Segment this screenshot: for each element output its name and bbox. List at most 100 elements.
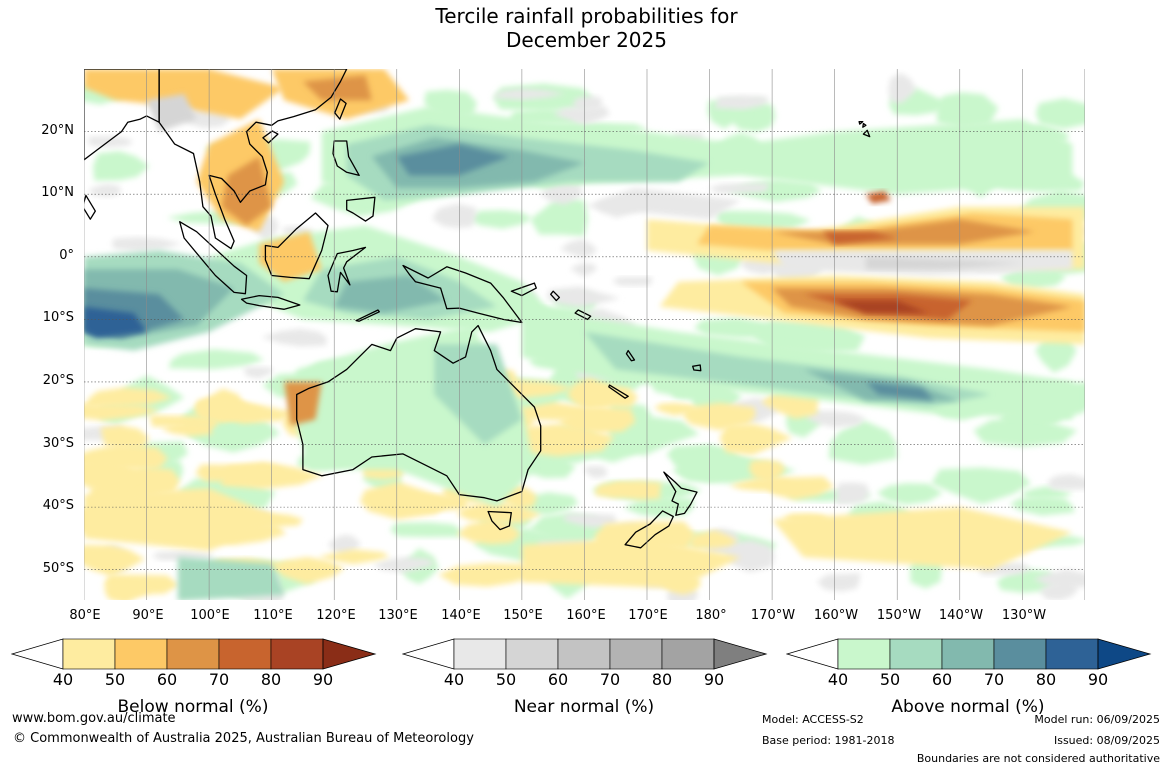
below-normal-40-patch (683, 402, 756, 431)
lon-label-130w: 130°W (1001, 608, 1047, 623)
near-normal-40-patch (723, 539, 775, 573)
colorbar-segment (837, 638, 891, 670)
below-tick-60: 60 (156, 670, 178, 689)
below-normal-south-pacific (772, 507, 1073, 570)
colorbar-segment (453, 638, 507, 670)
near-normal-40-patch (373, 557, 435, 573)
near-normal-equator-core (865, 256, 1023, 270)
colorbar-segment (62, 638, 116, 670)
landmasses (84, 69, 871, 549)
above-tick-70: 70 (983, 670, 1005, 689)
website-link[interactable]: www.bom.gov.au/climate (12, 711, 176, 726)
lon-label-170w: 170°W (750, 608, 796, 623)
near-tick-90: 90 (703, 670, 725, 689)
below-normal-40-patch (274, 556, 345, 585)
above-normal-40-patch (1035, 98, 1085, 129)
below-tick-40: 40 (52, 670, 74, 689)
above-normal-maritime-inner (334, 275, 447, 314)
taiwan-outline (334, 98, 347, 120)
lon-label-140e: 140°E (441, 608, 481, 623)
lon-label-110e: 110°E (253, 608, 293, 623)
hainan-outline (262, 130, 279, 144)
model-name: Model: ACCESS-S2 (762, 713, 864, 726)
above-normal-south-patch (177, 557, 285, 600)
java-outline (240, 294, 301, 310)
near-tick-50: 50 (495, 670, 517, 689)
colorbar-segment (270, 638, 324, 670)
model-run-date: Model run: 06/09/2025 (1034, 713, 1160, 726)
below-normal-40-patch (84, 387, 172, 408)
issued-date: Issued: 08/09/2025 (1053, 734, 1160, 747)
above-tick-50: 50 (879, 670, 901, 689)
above-normal-40-patch (520, 456, 576, 479)
above-normal-40-patch (93, 151, 150, 181)
new-britain-outline (510, 282, 537, 297)
colorbar-segment (114, 638, 168, 670)
above-normal-40-patch (694, 317, 780, 338)
near-normal-40-patch (570, 262, 598, 277)
lon-label-130e: 130°E (378, 608, 418, 623)
hawaii-oahu-outline (858, 120, 864, 125)
near-normal-40-patch (836, 482, 869, 505)
above-normal-australia-east (434, 344, 522, 445)
lon-label-150e: 150°E (503, 608, 543, 623)
below-tick-70: 70 (208, 670, 230, 689)
below-normal-40-patch (557, 406, 636, 434)
above-tick-40: 40 (827, 670, 849, 689)
colorbar-segment (1045, 638, 1099, 670)
near-normal-title: Near normal (%) (513, 697, 655, 717)
near-normal-40-patch (559, 238, 597, 258)
lat-label-50s: 50°S (42, 561, 74, 576)
colorbar-extend-low (402, 638, 455, 670)
hawaii-outline (862, 122, 867, 128)
near-normal-40-patch (817, 573, 861, 592)
lon-label-160e: 160°E (566, 608, 606, 623)
below-normal-southern-indian (84, 488, 285, 551)
lon-label-120e: 120°E (316, 608, 356, 623)
australia-outline (296, 324, 542, 502)
lat-label-10s: 10°S (42, 310, 74, 325)
lat-label-equator: 0° (59, 248, 74, 263)
colorbar-segment (661, 638, 715, 670)
boundaries-disclaimer: Boundaries are not considered authoritat… (916, 752, 1160, 765)
colorbar-segment (505, 638, 559, 670)
colorbar-segment (557, 638, 611, 670)
nz-north-island-outline (663, 471, 698, 516)
below-normal-40-patch (456, 518, 521, 545)
near-normal-40-patch (88, 136, 134, 148)
above-normal-spcz-peak (865, 381, 935, 401)
below-normal-40-patch (595, 482, 643, 499)
above-normal-40-patch (1035, 336, 1077, 373)
probability-map (84, 69, 1085, 600)
colorbar-segment (993, 638, 1047, 670)
near-tick-40: 40 (443, 670, 465, 689)
below-normal-eq-north-peak (822, 231, 898, 245)
below-normal-40-patch (84, 404, 161, 421)
nz-south-island-outline (624, 510, 674, 549)
lon-label-100e: 100°E (190, 608, 230, 623)
near-normal-40-patch (261, 328, 327, 347)
lon-label-180: 180° (695, 608, 727, 623)
near-normal-40-patch (328, 534, 361, 558)
above-normal-40-patch (936, 92, 999, 128)
fiji-outline (692, 364, 702, 372)
map-canvas (84, 69, 1085, 600)
below-normal-40-patch (719, 423, 793, 456)
lon-label-170e: 170°E (628, 608, 668, 623)
above-normal-40-patch (931, 467, 1031, 505)
graticule (84, 69, 1085, 600)
above-normal-north-peak (396, 144, 510, 176)
near-normal-40-patch (88, 183, 121, 197)
colorbar-extend-high (322, 638, 377, 670)
colorbar-segment (889, 638, 943, 670)
near-normal-40-patch (572, 96, 603, 110)
hawaii-big-island-outline (862, 129, 871, 138)
below-normal-40-patch (729, 477, 798, 492)
near-normal-40-patch (243, 366, 274, 379)
lat-label-30s: 30°S (42, 436, 74, 451)
below-normal-40-patch (100, 425, 150, 449)
bougainville-outline (550, 290, 561, 302)
colorbar-segment (941, 638, 995, 670)
above-normal-40-patch (467, 210, 533, 229)
below-normal-40-patch (84, 544, 145, 577)
